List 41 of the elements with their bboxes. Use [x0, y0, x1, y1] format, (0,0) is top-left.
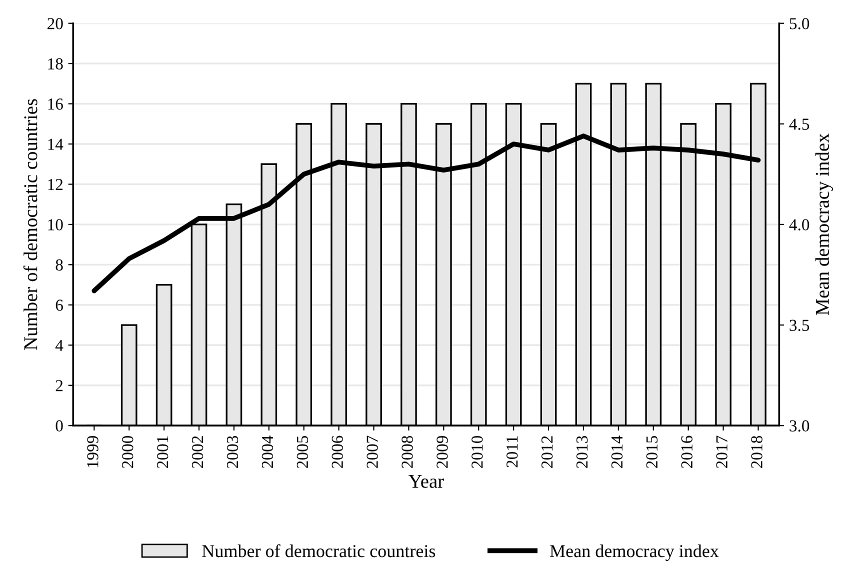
x-tick-label: 2012	[541, 436, 553, 468]
y-axis-title: Number of democratic countries	[23, 99, 38, 350]
y-tick-label: 4	[55, 340, 64, 351]
y2-tick-label: 4.0	[789, 219, 810, 230]
legend-label: Number of democratic countreis	[202, 544, 436, 558]
x-tick-label: 2008	[402, 436, 413, 468]
x-tick-label: 2015	[646, 436, 658, 468]
x-tick-label: 2004	[262, 436, 274, 468]
x-tick-label: 2009	[436, 436, 448, 468]
y-tick-label: 18	[48, 58, 63, 70]
y-tick-label: 2	[56, 380, 63, 392]
x-tick-label: 2010	[472, 436, 483, 468]
y-tick-label: 16	[48, 98, 63, 110]
y-tick-label: 10	[48, 219, 63, 230]
x-tick-label: 2005	[296, 436, 308, 468]
x-tick-label: 2017	[716, 436, 728, 468]
x-tick-label: 2002	[192, 436, 204, 468]
y2-tick-label: 5.0	[790, 18, 810, 30]
x-tick-label: 2003	[226, 436, 238, 468]
x-tick-label: 2018	[751, 436, 762, 468]
legend-label: Mean democracy index	[550, 544, 719, 561]
x-tick-label: 1999	[87, 436, 98, 468]
x-tick-label: 2006	[332, 436, 343, 468]
x-tick-label: 2001	[156, 436, 168, 468]
y2-tick-label: 4.5	[789, 118, 810, 130]
y2-tick-label: 3.5	[790, 320, 810, 332]
x-tick-label: 2007	[366, 436, 378, 468]
y-tick-label: 12	[48, 178, 63, 190]
y-tick-label: 8	[56, 259, 63, 271]
x-tick-label: 2014	[611, 436, 623, 468]
x-tick-label: 2011	[506, 436, 518, 468]
y2-tick-label: 3.0	[790, 420, 810, 432]
y-tick-label: 14	[48, 138, 64, 150]
y-tick-label: 0	[56, 420, 63, 432]
y-tick-label: 20	[48, 18, 63, 30]
y-tick-label: 6	[56, 300, 63, 311]
x-tick-label: 2013	[576, 436, 588, 468]
x-tick-label: 2016	[681, 436, 693, 468]
y2-axis-title: Mean democracy index	[815, 133, 834, 316]
x-tick-label: 2000	[122, 436, 134, 468]
x-axis-title: Year	[408, 474, 444, 488]
